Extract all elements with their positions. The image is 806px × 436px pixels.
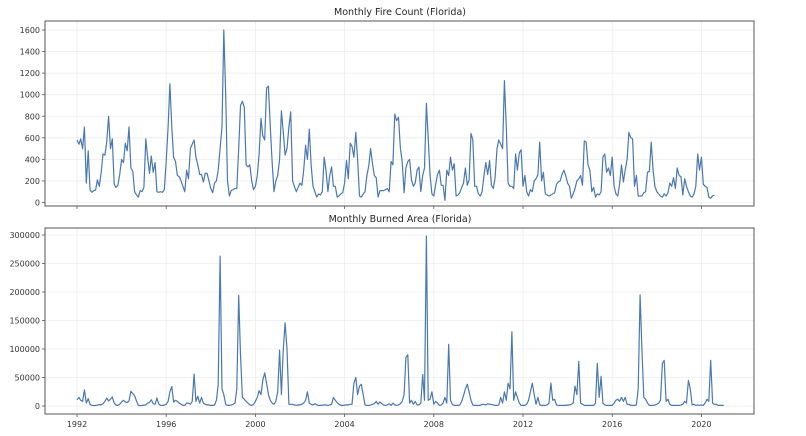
y-tick-label: 200000	[9, 288, 40, 297]
fire-count-series-line	[76, 29, 715, 201]
y-tick-label: 300000	[9, 231, 40, 240]
y-tick-label: 800	[25, 112, 40, 121]
y-tick-label: 1200	[20, 69, 40, 78]
y-tick-label: 1600	[20, 26, 40, 35]
y-tick-label: 250000	[9, 260, 40, 269]
x-tick-label: 1992	[67, 420, 87, 429]
y-tick-label: 0	[35, 402, 40, 411]
x-tick-label: 2012	[513, 420, 533, 429]
fire-count-axes: 0 200 400 600 800 1000 1200 1400 1600	[20, 20, 755, 209]
x-tick-label: 2000	[245, 420, 265, 429]
burned-area-frame	[44, 227, 755, 415]
burned-area-title: Monthly Burned Area (Florida)	[328, 214, 472, 225]
x-tick-label: 2008	[424, 420, 444, 429]
burned-area-series-line	[76, 235, 724, 407]
y-tick-label: 600	[25, 134, 40, 143]
fire-count-frame	[44, 20, 755, 207]
y-tick-label: 200	[25, 177, 40, 186]
y-tick-label: 1400	[20, 48, 40, 57]
x-tick-label: 1996	[156, 420, 176, 429]
burned-area-axes: 0 50000 100000 150000 200000 250000 300000 1992…	[9, 227, 755, 429]
y-tick-label: 400	[25, 155, 40, 164]
y-tick-label: 1000	[20, 91, 40, 100]
y-tick-label: 0	[35, 199, 40, 208]
y-tick-label: 50000	[15, 374, 40, 383]
y-tick-label: 100000	[9, 345, 40, 354]
x-tick-label: 2004	[334, 420, 354, 429]
fire-count-title: Monthly Fire Count (Florida)	[334, 7, 466, 18]
y-tick-label: 150000	[9, 317, 40, 326]
x-tick-label: 2020	[691, 420, 711, 429]
x-tick-label: 2016	[602, 420, 622, 429]
